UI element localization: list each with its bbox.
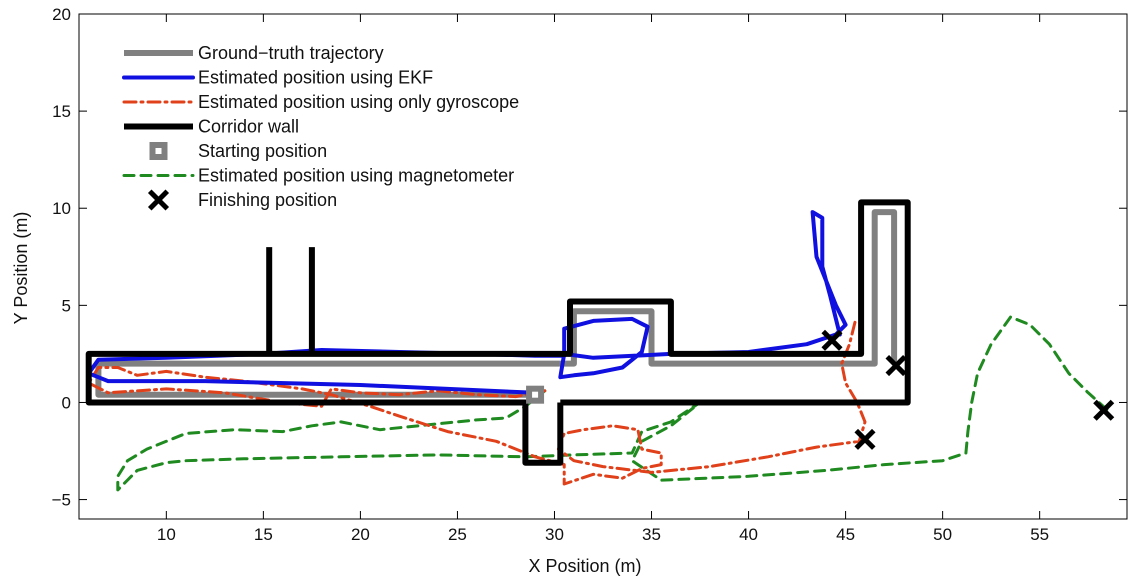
y-tick-label-3: 10 bbox=[52, 199, 71, 218]
marker-finishing-position-3 bbox=[1093, 399, 1115, 421]
legend-label-starting-position: Starting position bbox=[198, 141, 327, 161]
marker-finishing-position-2-stroke-b bbox=[854, 428, 876, 450]
legend-item-finishing-position: Finishing position bbox=[147, 189, 337, 211]
series-line-ground-truth-trajectory bbox=[95, 209, 898, 398]
legend-label-estimated-position-using-ekf: Estimated position using EKF bbox=[198, 68, 433, 88]
series-line-estimated-position-using-only-gyroscope bbox=[87, 319, 867, 486]
y-tick-label-2: 5 bbox=[62, 296, 71, 315]
marker-finishing-position-0 bbox=[821, 329, 843, 351]
legend-item-corridor-wall: Corridor wall bbox=[124, 117, 299, 137]
marker-starting-position-0-inner bbox=[532, 391, 539, 398]
series-estimated-position-using-ekf bbox=[86, 210, 848, 395]
legend-item-estimated-position-using-only-gyroscope: Estimated position using only gyroscope bbox=[122, 92, 519, 112]
series-line-corridor-wall-0 bbox=[85, 199, 911, 466]
x-axis-title: X Position (m) bbox=[528, 556, 641, 576]
legend-item-ground-truth-trajectory: Ground−truth trajectory bbox=[124, 43, 384, 63]
data-layer bbox=[85, 199, 1115, 492]
series-ground-truth-trajectory bbox=[95, 209, 898, 398]
x-tick-label-1: 15 bbox=[254, 525, 273, 544]
legend: Ground−truth trajectory Estimated positio… bbox=[122, 43, 519, 211]
markers-starting-position bbox=[526, 385, 545, 404]
legend-label-ground-truth-trajectory: Ground−truth trajectory bbox=[198, 43, 384, 63]
series-estimated-position-using-magnetometer bbox=[116, 315, 1110, 492]
y-axis-title: Y Position (m) bbox=[11, 212, 31, 325]
marker-finishing-position-0-stroke-b bbox=[821, 329, 843, 351]
axes-layer: 10 15 20 25 30 35 40 45 50 55 −5 0 5 10 15 20 bbox=[52, 5, 1127, 544]
x-tick-label-9: 55 bbox=[1030, 525, 1049, 544]
legend-label-estimated-position-using-magnetometer: Estimated position using magnetometer bbox=[198, 166, 514, 186]
y-tick-label-4: 15 bbox=[52, 102, 71, 121]
x-tick-label-6: 40 bbox=[739, 525, 758, 544]
series-line-estimated-position-using-ekf bbox=[86, 210, 848, 395]
legend-swatch-finishing-position-stroke-b bbox=[147, 189, 170, 211]
marker-starting-position-0 bbox=[526, 385, 545, 404]
marker-finishing-position-2 bbox=[854, 428, 876, 450]
legend-item-starting-position: Starting position bbox=[149, 141, 327, 161]
marker-finishing-position-1 bbox=[885, 355, 907, 377]
marker-finishing-position-3-stroke-b bbox=[1093, 399, 1115, 421]
x-tick-label-7: 45 bbox=[836, 525, 855, 544]
marker-finishing-position-1-stroke-b bbox=[885, 355, 907, 377]
x-tick-label-2: 20 bbox=[351, 525, 370, 544]
legend-swatch-starting-position-inner bbox=[155, 148, 162, 154]
x-tick-label-5: 35 bbox=[642, 525, 661, 544]
y-tick-label-0: −5 bbox=[52, 491, 71, 510]
x-tick-label-3: 25 bbox=[448, 525, 467, 544]
plot-area bbox=[78, 13, 1128, 520]
legend-label-corridor-wall: Corridor wall bbox=[198, 117, 299, 137]
series-corridor-wall bbox=[85, 199, 911, 466]
y-tick-label-5: 20 bbox=[52, 5, 71, 24]
markers-finishing-position bbox=[821, 329, 1115, 450]
x-tick-label-4: 30 bbox=[545, 525, 564, 544]
legend-label-estimated-position-using-only-gyroscope: Estimated position using only gyroscope bbox=[198, 92, 519, 112]
series-estimated-position-using-only-gyroscope bbox=[87, 319, 867, 486]
legend-swatch-starting-position bbox=[149, 142, 168, 160]
x-tick-label-8: 50 bbox=[933, 525, 952, 544]
legend-label-finishing-position: Finishing position bbox=[198, 190, 337, 210]
legend-item-estimated-position-using-ekf: Estimated position using EKF bbox=[122, 68, 433, 88]
legend-swatch-finishing-position bbox=[147, 189, 170, 211]
y-tick-label-1: 0 bbox=[62, 393, 71, 412]
series-line-estimated-position-using-magnetometer bbox=[116, 315, 1110, 492]
legend-item-estimated-position-using-magnetometer: Estimated position using magnetometer bbox=[122, 166, 514, 186]
x-tick-label-0: 10 bbox=[157, 525, 176, 544]
